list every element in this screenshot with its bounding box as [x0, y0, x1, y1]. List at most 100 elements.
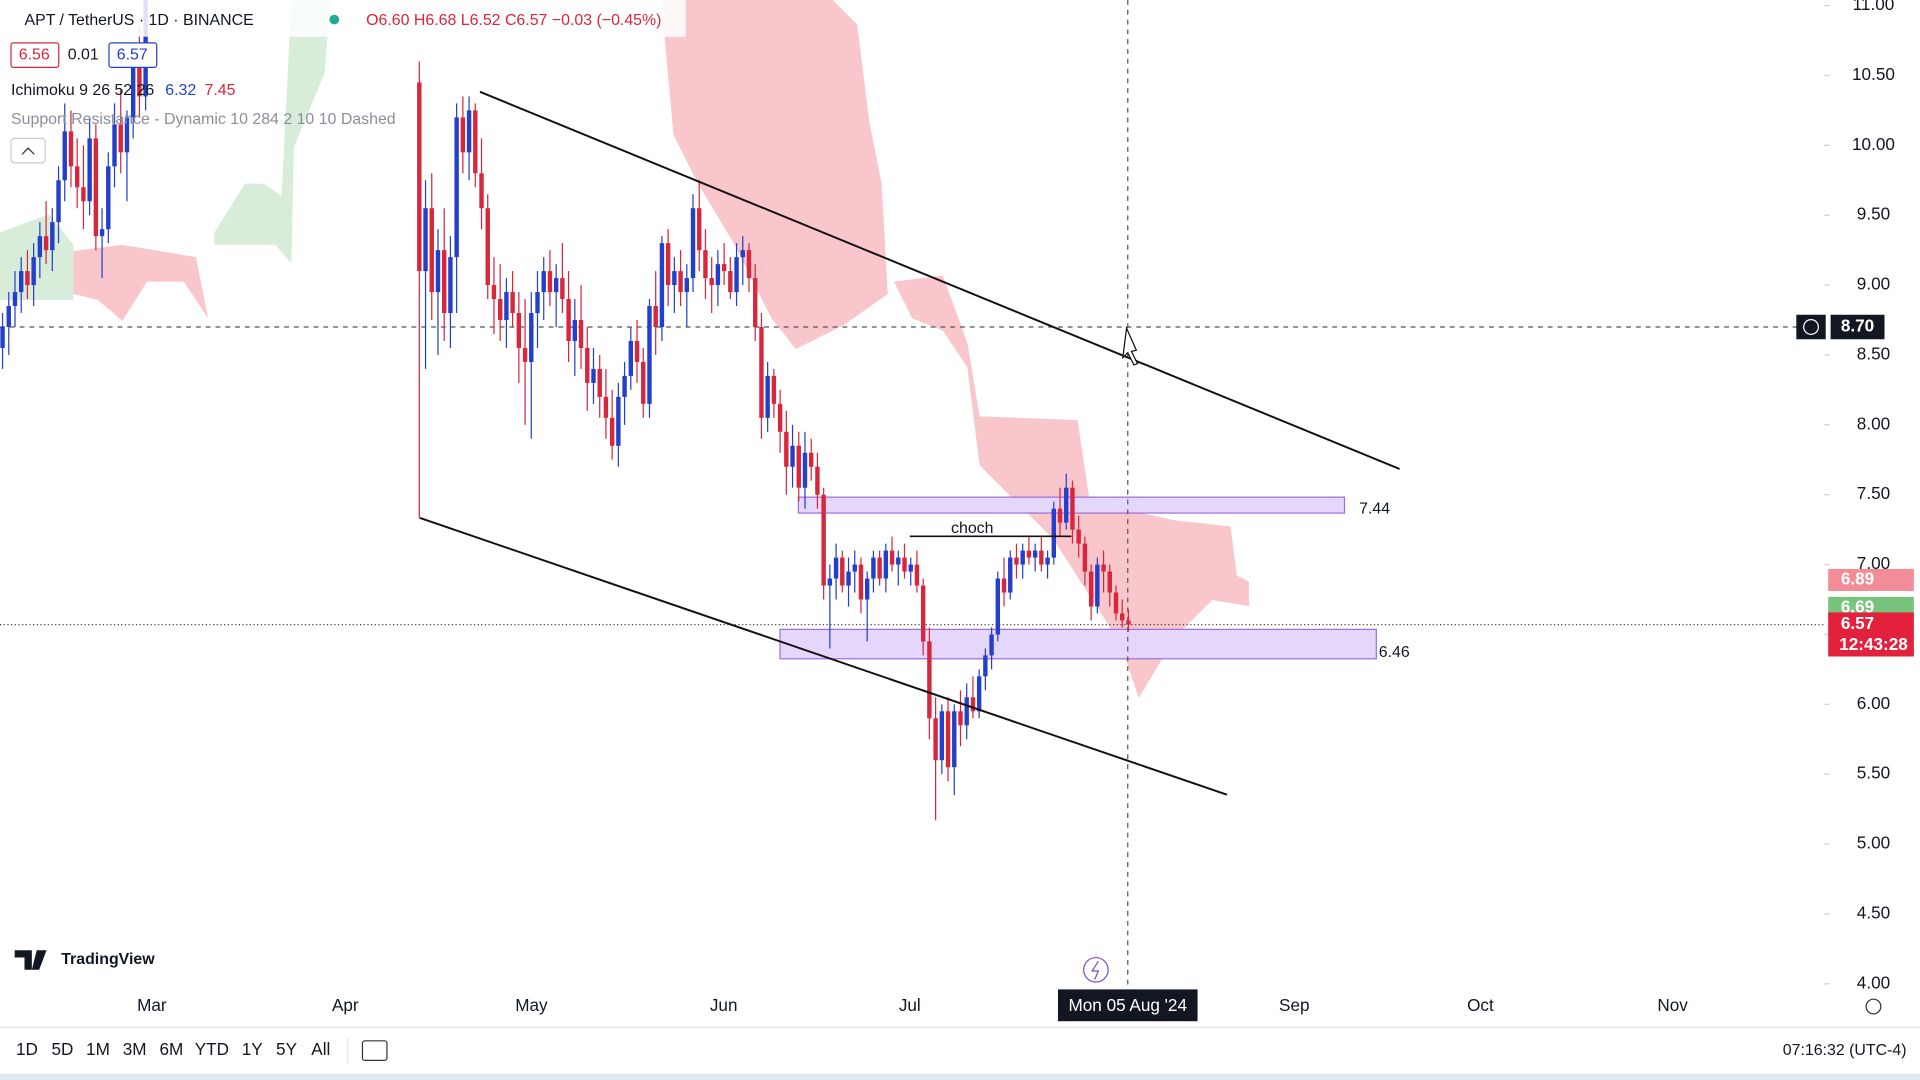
price-tag	[1828, 612, 1914, 657]
ask[interactable]: 6.57	[117, 46, 148, 63]
candle-body	[1107, 571, 1112, 593]
settings-icon[interactable]	[1865, 998, 1882, 1015]
range-button[interactable]: 3M	[123, 1039, 147, 1059]
brand[interactable]: TradingView	[61, 951, 155, 968]
indicator-name[interactable]: Ichimoku 9 26 52 26	[11, 82, 154, 99]
bid[interactable]: 6.56	[19, 46, 50, 63]
candle-body	[585, 347, 590, 383]
candle-body	[864, 578, 870, 600]
range-button[interactable]: 6M	[160, 1039, 184, 1059]
y-tick-label: 11.00	[1853, 0, 1895, 14]
candle-body	[87, 138, 92, 202]
annotation: choch	[951, 520, 993, 537]
trendline	[419, 517, 1228, 796]
candle-body	[435, 250, 441, 293]
y-tick-label: 8.00	[1857, 413, 1890, 433]
candle-body	[124, 117, 130, 153]
candle-body	[572, 320, 578, 341]
candle-body	[616, 396, 621, 446]
spread: 0.01	[68, 46, 99, 63]
candle-body	[68, 131, 74, 167]
candle-body	[460, 117, 466, 153]
candle-body	[858, 564, 864, 600]
cloud-green	[0, 214, 74, 300]
x-tick-label: Jul	[899, 995, 921, 1015]
candle-body	[417, 82, 422, 272]
candle-body	[846, 571, 851, 586]
level-label: 7.44	[1359, 501, 1390, 518]
candle-body	[796, 445, 801, 488]
logo-icon	[14, 950, 47, 970]
x-tick-label: Oct	[1467, 995, 1494, 1015]
cloud-red	[661, 0, 888, 349]
plot	[0, 0, 1825, 821]
candle-body	[497, 299, 503, 321]
price-tag	[1828, 568, 1914, 591]
candle-body	[553, 278, 559, 293]
cloud-red	[73, 244, 209, 321]
x-tick-label: Apr	[332, 995, 359, 1015]
range-button[interactable]: 1D	[16, 1039, 38, 1059]
candle-body	[423, 208, 428, 272]
range-button[interactable]: 5Y	[276, 1039, 298, 1059]
candle-body	[1051, 508, 1056, 558]
price-tag-label: 6.57	[1841, 613, 1874, 633]
candle-body	[1032, 550, 1038, 558]
candle-body	[1120, 613, 1125, 621]
range-button[interactable]: 5D	[51, 1039, 73, 1059]
range-button[interactable]: 1M	[86, 1039, 110, 1059]
candle-body	[81, 187, 86, 202]
candle-body	[566, 299, 571, 341]
candle-body	[678, 271, 683, 293]
candle-body	[137, 61, 142, 97]
candle-body	[591, 368, 596, 383]
crosshair-price-box	[1830, 314, 1885, 340]
date-range-icon[interactable]	[361, 1040, 388, 1062]
candle-body	[709, 278, 714, 286]
x-tick-label: Jun	[710, 995, 738, 1015]
candle-body	[634, 340, 640, 362]
candle-body	[920, 585, 926, 642]
candle-body	[808, 452, 814, 467]
candle-body	[1082, 543, 1088, 572]
candle-body	[516, 313, 522, 348]
candle-body	[62, 131, 67, 181]
candle-body	[1001, 578, 1007, 593]
time-axis	[0, 989, 1920, 1027]
range-button[interactable]: All	[311, 1039, 330, 1059]
candle-body	[852, 564, 857, 572]
clock: 07:16:32 (UTC-4)	[1783, 1042, 1907, 1059]
candle-body	[628, 340, 634, 376]
collapse-button[interactable]	[10, 137, 46, 164]
y-tick-label: 10.50	[1852, 64, 1895, 84]
add-alert-icon[interactable]	[1803, 319, 1819, 335]
candle-body	[522, 347, 528, 362]
events-icon[interactable]	[1083, 956, 1109, 983]
add-alert-box[interactable]	[1796, 314, 1826, 340]
candle-body	[653, 306, 658, 328]
candle-body	[989, 634, 994, 656]
indicator-name[interactable]: Support Resistance - Dynamic 10 284 2 10…	[11, 111, 396, 128]
candle-body	[802, 452, 808, 488]
candle-body	[99, 229, 105, 237]
range-button[interactable]: YTD	[195, 1039, 229, 1059]
candle-body	[983, 655, 988, 677]
symbol[interactable]: APT / TetherUS · 1D · BINANCE	[24, 12, 253, 29]
candle-body	[429, 208, 434, 293]
candle-body	[641, 361, 646, 404]
y-tick-label: 8.50	[1857, 343, 1890, 363]
bid-box[interactable]	[10, 42, 60, 68]
range-button[interactable]: 1Y	[242, 1039, 264, 1059]
candle-body	[734, 257, 739, 293]
candle-body	[889, 550, 895, 565]
y-tick-label: 10.00	[1852, 134, 1895, 154]
y-tick-label: 9.00	[1857, 274, 1890, 294]
candle-body	[106, 166, 111, 230]
price-tags: 4.004.505.005.506.006.507.007.508.008.50…	[1796, 0, 1914, 992]
candle-body	[927, 641, 932, 719]
candle-body	[721, 264, 727, 272]
crosshair-date-box	[1057, 989, 1198, 1022]
candle-body	[118, 124, 123, 153]
candle-body	[964, 697, 969, 726]
ask-box[interactable]	[108, 42, 158, 68]
